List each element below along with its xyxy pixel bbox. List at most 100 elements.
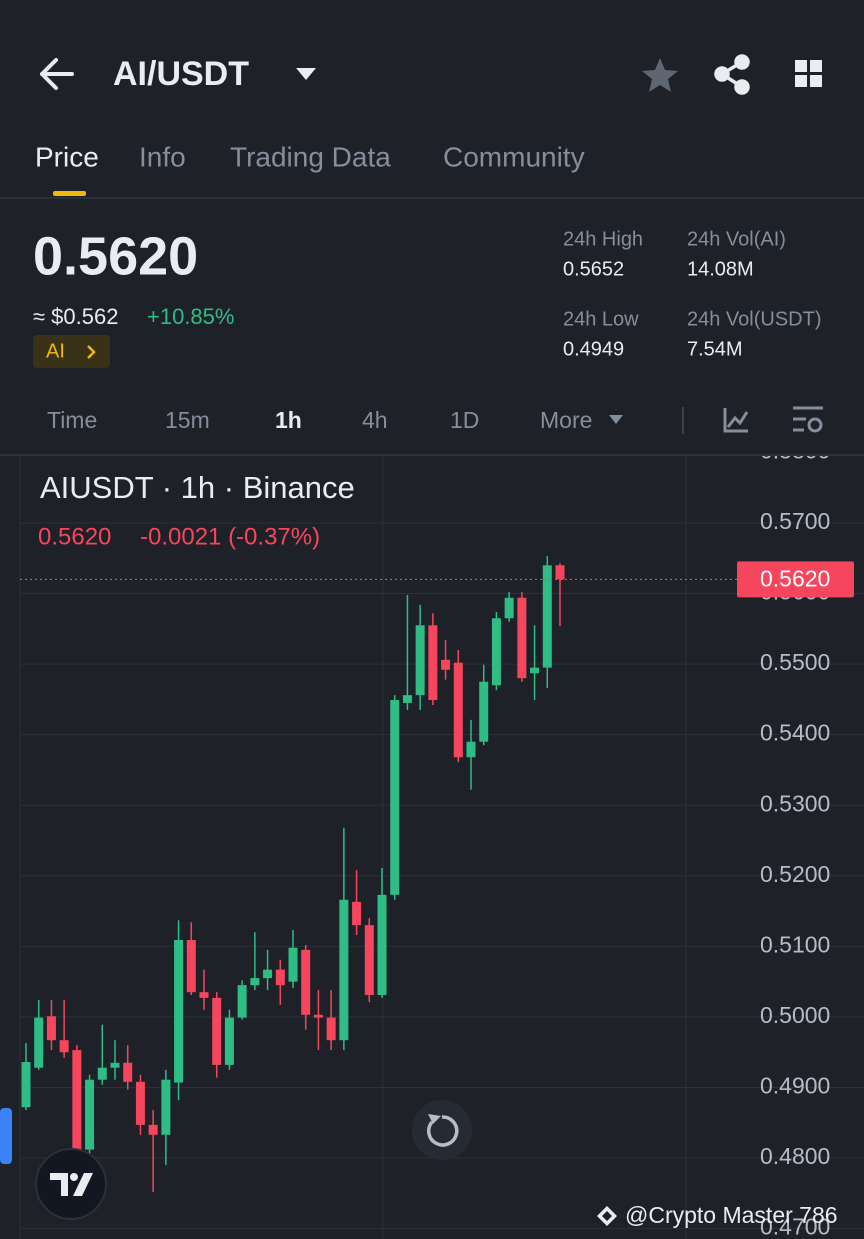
candle-body: [85, 1079, 95, 1150]
candle-body: [555, 565, 565, 580]
candle-body: [479, 681, 489, 742]
tag-chevron: [87, 345, 96, 359]
y-tick-label: 0.5800: [760, 437, 830, 463]
back-button[interactable]: [40, 58, 74, 90]
y-tick-label: 0.5300: [760, 790, 830, 816]
side-handle[interactable]: [0, 1108, 12, 1164]
candle-body: [72, 1050, 82, 1150]
candle-body: [352, 901, 362, 926]
pair-dropdown[interactable]: [296, 68, 316, 80]
candle-body: [453, 662, 463, 758]
candle-body: [441, 659, 451, 670]
interval[interactable]: 4h: [362, 407, 388, 433]
watermark-icon: [597, 1206, 617, 1226]
tab[interactable]: Trading Data: [230, 141, 391, 172]
y-tick-label: 0.5400: [760, 720, 830, 746]
candle-body: [263, 969, 273, 979]
candle-body: [326, 1017, 336, 1041]
candle-body: [250, 978, 260, 986]
stat-label: 24h Low: [563, 308, 639, 330]
y-tick-label: 0.5100: [760, 931, 830, 957]
candle-body: [313, 1014, 323, 1018]
candle-body: [148, 1124, 158, 1135]
y-tick-label: 0.5000: [760, 1002, 830, 1028]
candle-body: [123, 1062, 133, 1082]
candle-body: [135, 1081, 145, 1125]
tab[interactable]: Info: [139, 141, 186, 172]
last-price-label: 0.5620: [760, 565, 830, 591]
apps-icon[interactable]: [795, 60, 822, 87]
candle-body: [97, 1067, 107, 1080]
y-tick-label: 0.5200: [760, 861, 830, 887]
price-change: +10.85%: [147, 304, 234, 329]
interval-active[interactable]: 1h: [275, 407, 302, 433]
candle-body: [199, 992, 209, 998]
favorite-icon[interactable]: [642, 58, 678, 92]
candle-body: [504, 597, 514, 619]
interval[interactable]: More: [540, 407, 592, 433]
interval[interactable]: 15m: [165, 407, 210, 433]
y-tick-label: 0.5500: [760, 649, 830, 675]
plot: 0.4700 0.4800 0.4900 0.5000 0.5100 0.5200 0.53…: [19, 437, 864, 1239]
share-icon[interactable]: [714, 54, 750, 95]
more-caret: [609, 415, 623, 424]
plot-area: 0.4700 0.4800 0.4900 0.5000 0.5100 0.5200 0.53…: [19, 437, 864, 1239]
candle-body: [415, 625, 425, 696]
tag-box[interactable]: [33, 335, 110, 368]
candle-body: [390, 700, 400, 895]
y-tick-label: 0.4900: [760, 1073, 830, 1099]
candle-body: [275, 969, 285, 986]
stat-value: 0.5652: [563, 258, 624, 280]
candle-body: [161, 1079, 171, 1135]
tag[interactable]: AI: [46, 340, 65, 362]
tab-indicator: [53, 191, 86, 196]
candle-body: [288, 947, 298, 982]
candle-body: [186, 939, 196, 993]
indicator-icon[interactable]: [723, 408, 749, 433]
tab[interactable]: Community: [443, 141, 585, 172]
pair-title[interactable]: AI/USDT: [113, 55, 249, 93]
candle-body: [110, 1062, 120, 1068]
stat-value: 14.08M: [687, 258, 754, 280]
usd-price: ≈ $0.562: [33, 304, 118, 329]
candle-body: [21, 1062, 31, 1108]
last-price-box: [737, 561, 854, 598]
interval[interactable]: 1D: [450, 407, 479, 433]
candle-body: [364, 925, 374, 996]
candle-body: [491, 618, 501, 686]
candle-body: [428, 625, 438, 701]
candle-body: [59, 1040, 69, 1053]
candle-body: [339, 899, 349, 1041]
tradingview-logo: [35, 1148, 107, 1220]
stat-label: 24h High: [563, 228, 643, 250]
stat-value: 7.54M: [687, 338, 743, 360]
legend-price: 0.5620: [38, 523, 111, 550]
candle-body: [301, 949, 311, 1015]
candle-body: [377, 894, 387, 996]
stat-label: 24h Vol(AI): [687, 228, 786, 250]
y-tick-label: 0.4800: [760, 1143, 830, 1169]
candle-body: [46, 1016, 56, 1041]
y-tick-label: 0.4700: [760, 1214, 830, 1239]
last-price: 0.5620: [33, 226, 198, 286]
interval[interactable]: Time: [47, 407, 97, 433]
watermark: @Crypto Master 786: [625, 1202, 838, 1228]
candle-body: [402, 695, 412, 703]
candle-body: [237, 985, 247, 1018]
candle-body: [212, 997, 222, 1065]
candle-body: [542, 565, 552, 668]
candle-body: [174, 939, 184, 1083]
refresh-button[interactable]: [412, 1100, 472, 1160]
chart-title: AIUSDT · 1h · Binance: [40, 470, 355, 505]
candle-body: [530, 667, 540, 674]
tab-active[interactable]: Price: [35, 141, 99, 172]
stat-label: 24h Vol(USDT): [687, 308, 822, 330]
settings-icon[interactable]: [793, 406, 823, 433]
stat-value: 0.4949: [563, 338, 624, 360]
legend-change: -0.0021 (-0.37%): [140, 523, 320, 550]
y-tick-label: 0.5700: [760, 508, 830, 534]
candle-body: [224, 1017, 234, 1065]
candle-body: [517, 597, 527, 679]
